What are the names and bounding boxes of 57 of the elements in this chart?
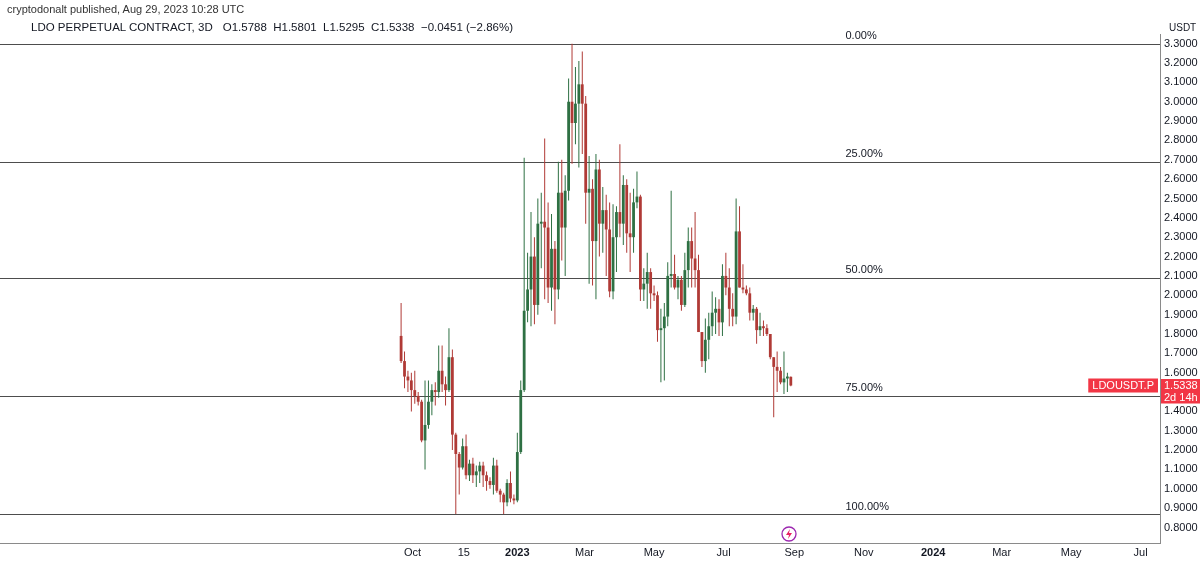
y-tick-label: 1.1000 [1164, 462, 1198, 475]
y-tick-label: 1.8000 [1164, 327, 1198, 340]
x-tick-label: Mar [575, 545, 595, 558]
annotation: 100.00% [845, 499, 890, 512]
candlestick [628, 192, 632, 273]
x-tick-label: 2023 [505, 545, 530, 558]
y-tick-label: 3.0000 [1164, 94, 1198, 107]
candlestick [775, 351, 779, 393]
y-tick-label: 2.9000 [1164, 114, 1198, 127]
candlestick [762, 320, 765, 336]
y-tick-label: 2.6000 [1164, 172, 1198, 185]
y-tick-label: 2.2000 [1164, 249, 1198, 262]
candlestick [587, 155, 591, 284]
y-tick-label: 1.2000 [1164, 443, 1198, 456]
y-axis-title: USDT [1168, 21, 1198, 35]
text: cryptodonalt published, Aug 29, 2023 10:28 UTC [7, 3, 245, 15]
y-tick-label: 2.5000 [1164, 191, 1198, 204]
text: 2d 14h [1164, 390, 1198, 403]
chart-title: LDO PERPETUAL CONTRACT, 3D [31, 21, 213, 33]
x-tick-label: Nov [853, 545, 875, 558]
y-tick-label: 1.4000 [1164, 404, 1198, 417]
annotation: 50.00% [845, 263, 884, 276]
y-tick-label: 2.7000 [1164, 152, 1198, 165]
y-tick-label: 1.9000 [1164, 307, 1198, 320]
y-tick-label: 3.3000 [1164, 36, 1198, 49]
x-tick-label: 15 [457, 545, 470, 558]
chart-subtitle: O1.5788 H1.5801 L1.5295 C1.5338 −0.0451 (−2.86%) [222, 21, 513, 33]
y-tick-label: 1.7000 [1164, 346, 1198, 359]
annotation: 0.00% [845, 29, 877, 42]
annotation: 75.00% [845, 381, 884, 394]
y-tick-label: 0.9000 [1164, 501, 1198, 514]
x-tick-label: Mar [992, 545, 1012, 558]
x-tick-label: 2024 [921, 545, 947, 558]
y-tick-label: 3.1000 [1164, 75, 1198, 88]
annotation: LDOUSDT.P [1092, 378, 1155, 391]
candlestick [433, 382, 437, 406]
y-tick-label: 1.3000 [1164, 423, 1198, 436]
x-tick-label: Oct [403, 545, 422, 558]
annotation: 25.00% [845, 147, 884, 160]
text: 1.5338 [1164, 378, 1198, 391]
candlestick [539, 192, 543, 269]
y-tick-label: 0.8000 [1164, 520, 1198, 533]
candlestick [669, 190, 673, 288]
y-tick-label: 2.3000 [1164, 230, 1198, 243]
x-tick-label: Jul [1133, 545, 1148, 558]
y-tick-label: 2.0000 [1164, 288, 1198, 301]
y-tick-label: 1.6000 [1164, 365, 1198, 378]
x-tick-label: Jul [716, 545, 731, 558]
x-tick-label: May [1060, 545, 1083, 558]
x-tick-label: Sep [784, 545, 805, 558]
y-tick-label: 2.1000 [1164, 268, 1198, 281]
x-tick-label: May [643, 545, 665, 558]
y-tick-label: 2.4000 [1164, 210, 1198, 223]
y-tick-label: 3.2000 [1164, 56, 1198, 69]
y-tick-label: 2.8000 [1164, 133, 1198, 146]
candlestick [543, 138, 547, 300]
y-tick-label: 1.0000 [1164, 481, 1198, 494]
